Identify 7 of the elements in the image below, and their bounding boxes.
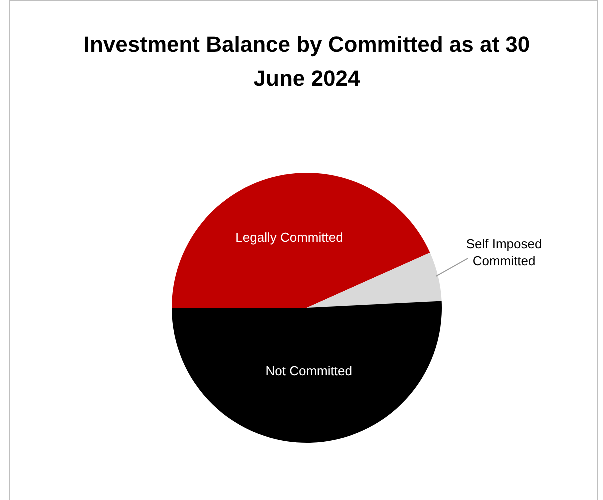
chart-title: Investment Balance by Committed as at 30 June 2024 (84, 32, 530, 91)
slice-label: Not Committed (266, 363, 352, 378)
slice-label: Self Imposed Committed (466, 236, 542, 268)
pie-slice (172, 173, 430, 308)
pie-slice (307, 252, 442, 308)
slice-label: Legally Committed (236, 230, 344, 245)
pie-slice (172, 301, 442, 443)
